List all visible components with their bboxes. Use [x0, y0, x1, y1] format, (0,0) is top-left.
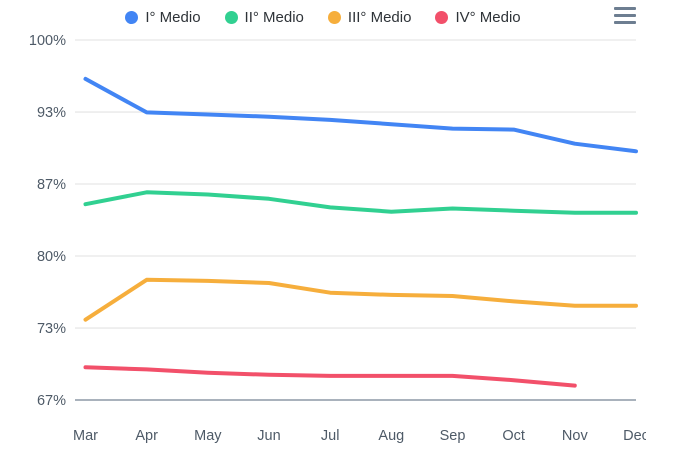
y-axis-label: 73% [37, 321, 66, 337]
y-axis-label: 87% [37, 177, 66, 193]
chart-menu-button[interactable] [614, 7, 638, 27]
x-axis-label: Jun [257, 428, 280, 444]
line-chart: I° Medio II° Medio III° Medio IV° Medio 100… [0, 6, 646, 444]
series-line-i-medio[interactable] [83, 76, 638, 154]
legend-color-dot-ii-medio [224, 10, 238, 24]
x-axis-label: Nov [562, 428, 589, 444]
x-axis-label: May [194, 428, 222, 444]
x-axis-label: Dec [623, 428, 646, 444]
x-axis-label: Sep [440, 428, 466, 444]
legend-item-iii-medio[interactable]: III° Medio [327, 8, 412, 26]
series-line-iii-medio[interactable] [83, 277, 638, 322]
legend-label-ii-medio: II° Medio [244, 8, 304, 26]
y-axis-label: 93% [37, 105, 66, 121]
x-axis-label: Oct [502, 428, 525, 444]
x-axis-label: Mar [73, 428, 98, 444]
x-axis-label: Aug [378, 428, 404, 444]
legend-label-iv-medio: IV° Medio [455, 8, 521, 26]
x-axis-label: Apr [135, 428, 158, 444]
legend-label-iii-medio: III° Medio [347, 8, 412, 26]
legend-item-iv-medio[interactable]: IV° Medio [435, 8, 521, 26]
legend-color-dot-iv-medio [435, 10, 449, 24]
x-axis-label: Jul [321, 428, 340, 444]
chart-plot-area: 100% 93% 87% 80% 73% 67% Mar Apr May Jun Jul Aug Sep… [29, 33, 646, 444]
legend-color-dot-i-medio [125, 10, 139, 24]
y-axis-label: 67% [37, 393, 66, 409]
y-axis-label: 80% [37, 249, 66, 265]
legend-item-ii-medio[interactable]: II° Medio [224, 8, 304, 26]
chart-legend: I° Medio II° Medio III° Medio IV° Medio [0, 6, 646, 28]
hamburger-menu-icon [614, 7, 638, 24]
series-line-ii-medio[interactable] [83, 190, 638, 215]
legend-color-dot-iii-medio [327, 10, 341, 24]
legend-item-i-medio[interactable]: I° Medio [125, 8, 201, 26]
series-line-iv-medio[interactable] [83, 365, 577, 388]
legend-label-i-medio: I° Medio [145, 8, 201, 26]
y-axis-label: 100% [29, 33, 66, 49]
